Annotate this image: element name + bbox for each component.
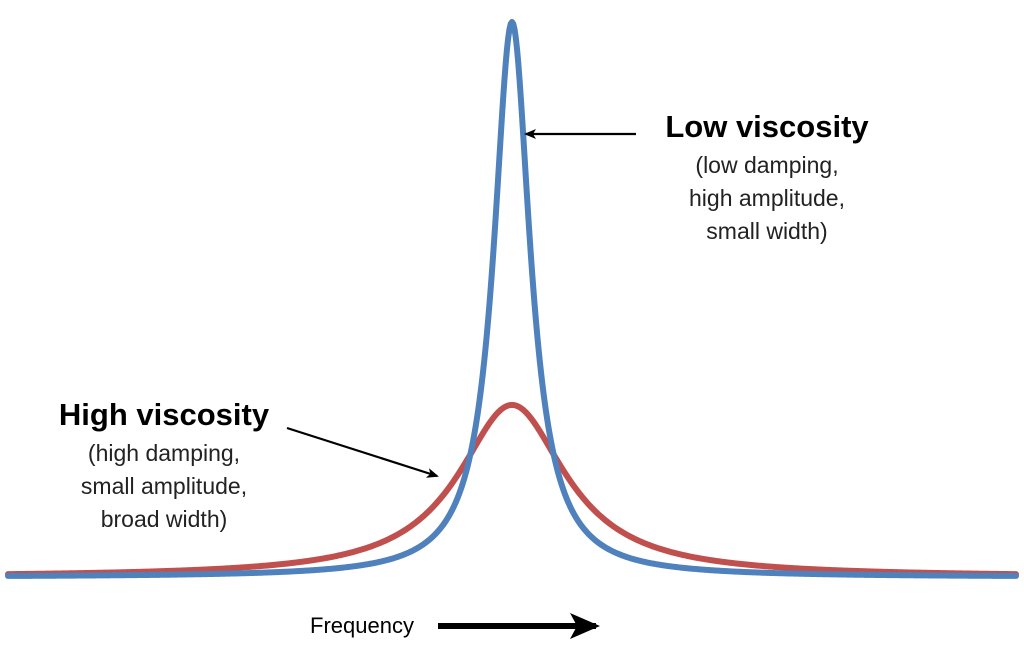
annotation-high-viscosity: High viscosity (high damping, small ampl… [59,397,439,532]
x-axis-label: Frequency [310,613,414,638]
annotation-title-low-viscosity: Low viscosity [665,109,869,144]
x-axis-label-group: Frequency [310,613,600,639]
annotation-line-high-2: small amplitude, [81,473,247,499]
annotation-line-low-3: small width) [706,218,827,244]
annotation-low-viscosity: Low viscosity (low damping, high amplitu… [524,109,869,244]
annotation-line-low-2: high amplitude, [689,185,845,211]
annotation-line-low-1: (low damping, [695,152,838,178]
series-line-low-viscosity [5,19,1019,579]
series-line-high-viscosity [5,401,1019,578]
annotation-title-high-viscosity: High viscosity [59,397,270,432]
annotation-line-high-1: (high damping, [88,440,240,466]
annotation-line-high-3: broad width) [101,506,228,532]
arrow-high-viscosity [286,426,439,478]
